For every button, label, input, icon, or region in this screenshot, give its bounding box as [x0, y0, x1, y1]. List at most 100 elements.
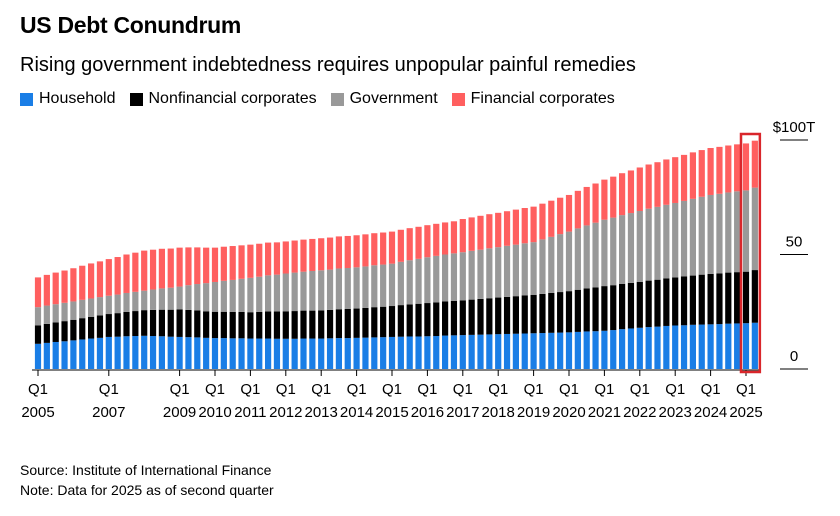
bar-segment-government: [229, 279, 236, 312]
bar-segment-household: [627, 328, 635, 369]
bar-segment-financial-corporates: [645, 164, 652, 209]
bar-segment-government: [397, 261, 404, 306]
bar-segment-government: [211, 281, 219, 312]
bar-segment-household: [539, 333, 546, 369]
bar-segment-financial-corporates: [521, 208, 528, 244]
bar-segment-household: [397, 336, 404, 369]
bar-segment-government: [601, 219, 608, 287]
bar-segment-household: [79, 339, 86, 369]
x-tick-label-quarter: Q1: [382, 381, 402, 398]
x-tick-label-quarter: Q1: [559, 381, 579, 398]
bar-segment-government: [114, 294, 121, 314]
bar-segment-government: [645, 208, 652, 281]
bar-segment-financial-corporates: [291, 240, 298, 273]
bar-segment-government: [353, 267, 360, 309]
bar-segment-household: [114, 336, 121, 369]
bar-segment-financial-corporates: [300, 239, 307, 272]
y-tick-label: $100T: [773, 119, 816, 136]
x-tick-label-quarter: Q1: [594, 381, 614, 398]
x-tick-label-quarter: Q1: [99, 381, 119, 398]
bar-segment-financial-corporates: [34, 277, 42, 308]
bar-segment-nonfinancial-corporates: [415, 303, 422, 337]
bar-segment-financial-corporates: [362, 234, 369, 267]
bar-segment-nonfinancial-corporates: [123, 311, 130, 337]
bar-segment-nonfinancial-corporates: [450, 300, 458, 336]
bar-segment-nonfinancial-corporates: [158, 309, 165, 337]
bar-segment-government: [362, 266, 369, 308]
x-tick-label-quarter: Q1: [276, 381, 296, 398]
bar-segment-household: [88, 338, 95, 369]
bar-segment-financial-corporates: [309, 238, 316, 271]
bar-segment-government: [654, 206, 661, 280]
bar-segment-government: [672, 202, 679, 278]
bar-segment-government: [52, 304, 59, 323]
bar-segment-financial-corporates: [238, 245, 245, 279]
x-tick-label-quarter: Q1: [736, 381, 756, 398]
legend-item-household: Household: [20, 90, 116, 108]
bar-segment-nonfinancial-corporates: [742, 271, 750, 324]
bar-segment-household: [105, 336, 112, 369]
bar-segment-nonfinancial-corporates: [132, 311, 139, 337]
bar-segment-government: [309, 270, 316, 311]
bar-segment-financial-corporates: [663, 159, 670, 205]
bar-segment-household: [176, 336, 183, 369]
bar-segment-nonfinancial-corporates: [79, 318, 86, 340]
bar-segment-financial-corporates: [592, 183, 599, 223]
bar-segment-government: [273, 274, 281, 312]
bar-segment-household: [353, 337, 360, 369]
bar-segment-nonfinancial-corporates: [495, 297, 502, 335]
bar-segment-nonfinancial-corporates: [583, 288, 590, 332]
bar-segment-financial-corporates: [477, 215, 484, 250]
bar-segment-household: [247, 338, 254, 369]
bar-segment-government: [424, 257, 431, 304]
bar-segment-government: [459, 252, 466, 301]
bar-segment-nonfinancial-corporates: [486, 298, 493, 335]
bar-segment-nonfinancial-corporates: [149, 309, 157, 337]
chart-title: US Debt Conundrum: [20, 12, 242, 38]
bar-segment-financial-corporates: [406, 228, 413, 261]
x-tick-label-quarter: Q1: [453, 381, 473, 398]
source-note: Source: Institute of International Finan…: [20, 462, 272, 478]
bar-segment-household: [132, 336, 139, 369]
bar-segment-financial-corporates: [185, 247, 192, 286]
bar-segment-financial-corporates: [442, 222, 449, 255]
bar-segment-household: [680, 325, 688, 369]
bar-segment-government: [96, 297, 104, 316]
bar-segment-nonfinancial-corporates: [477, 298, 484, 335]
bar-segment-government: [335, 268, 342, 310]
bar-segment-nonfinancial-corporates: [43, 323, 50, 343]
bar-segment-government: [43, 305, 50, 324]
bar-segment-household: [477, 334, 484, 369]
x-tick-label-year: 2015: [375, 404, 408, 421]
legend-swatch: [451, 92, 465, 106]
x-tick-label-quarter: Q1: [630, 381, 650, 398]
x-tick-label-quarter: Q1: [170, 381, 190, 398]
bar-segment-household: [707, 324, 714, 369]
bar-segment-nonfinancial-corporates: [512, 296, 519, 334]
bar-segment-government: [238, 278, 245, 312]
bar-segment-financial-corporates: [672, 157, 679, 203]
bar-segment-government: [477, 249, 484, 299]
bar-segment-government: [256, 276, 263, 312]
bar-segment-household: [282, 338, 289, 369]
bar-segment-government: [132, 291, 139, 312]
bar-segment-household: [619, 329, 626, 369]
bar-segment-nonfinancial-corporates: [362, 307, 369, 338]
bar-segment-financial-corporates: [742, 143, 750, 191]
bar-segment-government: [194, 284, 201, 311]
bar-segment-government: [88, 298, 95, 317]
bar-segment-nonfinancial-corporates: [34, 325, 42, 344]
bar-segment-nonfinancial-corporates: [309, 310, 316, 339]
bar-segment-financial-corporates: [105, 259, 112, 296]
bar-segment-financial-corporates: [335, 236, 342, 269]
bar-segment-household: [751, 322, 758, 369]
bar-segment-nonfinancial-corporates: [141, 310, 148, 336]
bar-segment-government: [751, 187, 758, 271]
bar-segment-nonfinancial-corporates: [539, 293, 546, 334]
bar-segment-household: [654, 326, 661, 369]
bar-segment-household: [698, 324, 705, 369]
bar-segment-household: [300, 338, 307, 369]
bar-segment-financial-corporates: [388, 231, 396, 264]
bar-segment-government: [70, 301, 77, 320]
